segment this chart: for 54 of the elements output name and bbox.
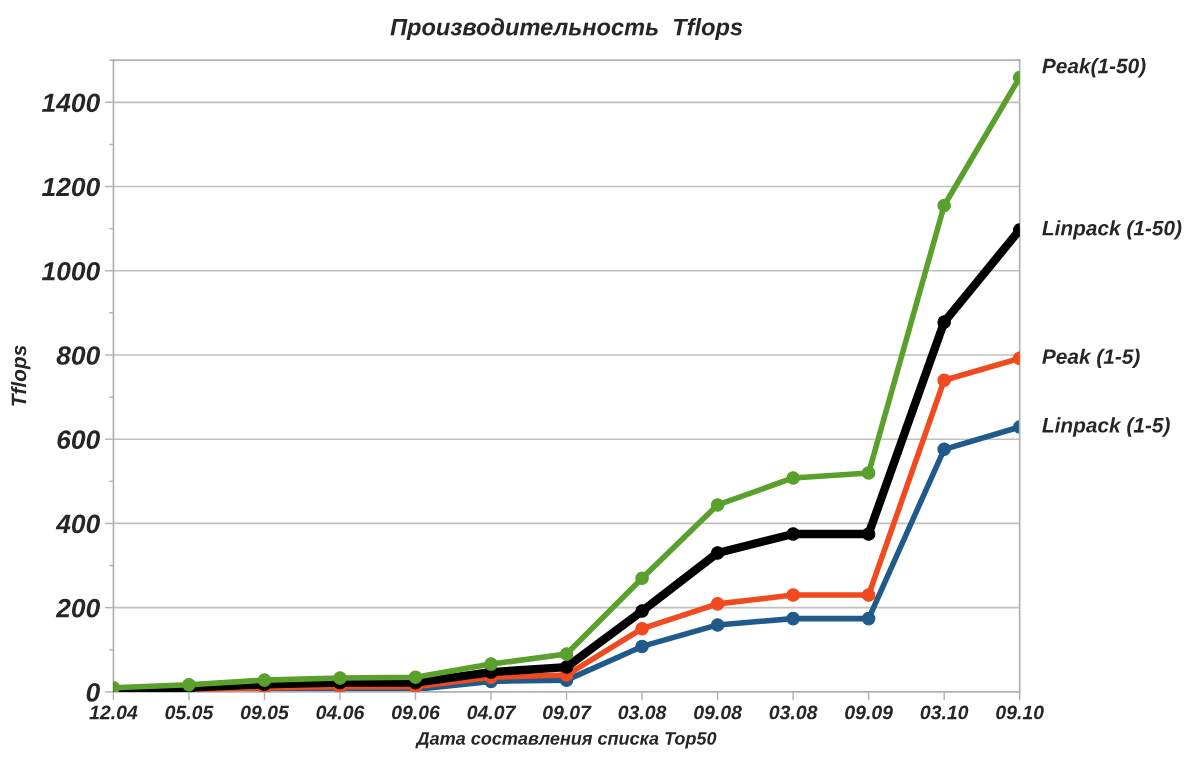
x-tick-label: 09.05 [240, 705, 290, 720]
x-axis-title: Дата составления списка Top50 [415, 732, 717, 749]
point [937, 373, 951, 388]
x-tick-label: 09.06 [391, 705, 440, 720]
x-tick-label: 09.09 [845, 705, 893, 720]
series-label: Peak (1-5) [1042, 348, 1140, 369]
point [635, 621, 649, 636]
point [786, 527, 800, 541]
point [710, 597, 725, 611]
point [861, 527, 876, 541]
y-tick-label: 200 [55, 598, 100, 618]
point [635, 604, 649, 618]
point [484, 657, 498, 671]
x-tick-label: 09.07 [543, 705, 592, 720]
point [937, 442, 951, 457]
x-tick-label: 03.10 [920, 705, 969, 720]
point [861, 466, 876, 480]
x-tick-label: 09.10 [996, 705, 1044, 720]
y-axis-title: Tflops [11, 345, 31, 406]
x-tick-label: 04.07 [467, 705, 517, 720]
point [257, 673, 272, 687]
series-label: Linpack (1-50) [1042, 220, 1182, 240]
x-tick-label: 03.08 [769, 705, 818, 720]
series-label: Peak(1-50) [1042, 58, 1146, 78]
y-tick-label: 0 [86, 683, 100, 702]
series-label: Linpack (1-5) [1042, 417, 1170, 437]
x-tick-label: 12.04 [89, 705, 138, 720]
point [786, 471, 800, 485]
point [635, 639, 649, 654]
point [635, 571, 649, 585]
x-tick-label: 04.06 [316, 705, 365, 720]
y-tick-label: 600 [57, 430, 100, 450]
point [333, 671, 347, 685]
point [861, 611, 876, 626]
point [710, 498, 725, 512]
y-tick-label: 400 [55, 514, 100, 534]
point [408, 670, 423, 684]
point [937, 315, 951, 329]
chart-title: Производительность Tflops [390, 18, 743, 41]
y-tick-label: 800 [56, 346, 100, 365]
point [559, 660, 574, 674]
point [786, 611, 800, 626]
point [710, 546, 725, 560]
point [559, 647, 574, 661]
y-tick-label: 1400 [41, 93, 100, 113]
x-tick-label: 03.08 [618, 705, 667, 720]
point [861, 588, 876, 602]
y-tick-label: 1000 [41, 261, 100, 281]
point [937, 198, 951, 213]
x-tick-label: 09.08 [694, 705, 742, 720]
x-tick-label: 05.05 [165, 705, 214, 720]
point [710, 618, 725, 632]
point [786, 588, 800, 602]
y-tick-label: 1200 [41, 177, 100, 197]
